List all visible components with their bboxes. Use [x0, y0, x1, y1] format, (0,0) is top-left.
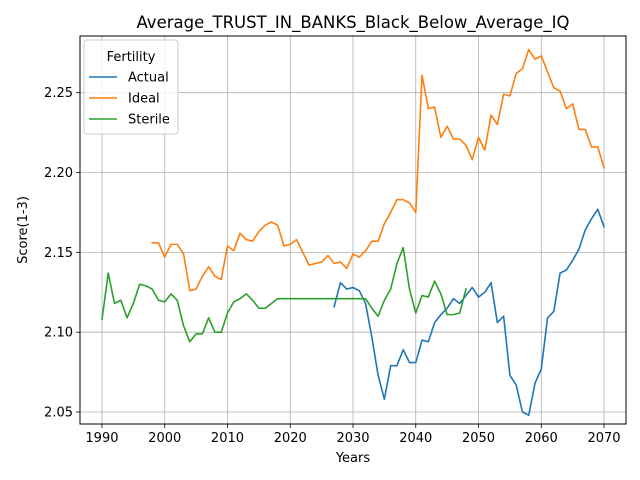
- legend-label-actual: Actual: [128, 71, 169, 86]
- y-tick-label: 2.05: [44, 406, 73, 421]
- y-tick-label: 2.25: [44, 86, 73, 101]
- legend: Fertility Actual Ideal Sterile: [83, 39, 179, 135]
- x-tick-label: 2070: [587, 431, 620, 446]
- y-axis-label: Score(1-3): [16, 196, 31, 264]
- legend-box: [83, 39, 179, 135]
- x-tick-label: 1990: [85, 431, 118, 446]
- x-tick-label: 2040: [399, 431, 432, 446]
- x-tick-label: 2050: [462, 431, 495, 446]
- legend-label-sterile: Sterile: [128, 113, 170, 128]
- y-tick-label: 2.20: [44, 166, 73, 181]
- series-lines: [101, 48, 606, 417]
- x-tick-label: 2010: [211, 431, 244, 446]
- x-axis-ticks: 1990 2000 2010 2020 2030 2040 2050 2060 2070: [85, 424, 621, 446]
- legend-label-ideal: Ideal: [128, 92, 160, 107]
- y-tick-label: 2.15: [44, 246, 73, 261]
- legend-title: Fertility: [107, 50, 156, 65]
- x-tick-label: 2060: [525, 431, 558, 446]
- series-line-sterile: [101, 246, 467, 343]
- x-axis-label: Years: [335, 451, 371, 466]
- series-line-actual: [333, 208, 606, 417]
- x-tick-label: 2000: [148, 431, 181, 446]
- series-line-ideal: [151, 48, 606, 292]
- x-tick-label: 2020: [274, 431, 307, 446]
- y-axis-ticks: 2.05 2.10 2.15 2.20 2.25: [44, 86, 80, 421]
- chart-title: Average_TRUST_IN_BANKS_Black_Below_Avera…: [136, 13, 569, 33]
- x-tick-label: 2030: [336, 431, 369, 446]
- legend-entries: Actual Ideal Sterile: [89, 71, 170, 128]
- y-tick-label: 2.10: [44, 326, 73, 341]
- grid-lines: [80, 36, 626, 424]
